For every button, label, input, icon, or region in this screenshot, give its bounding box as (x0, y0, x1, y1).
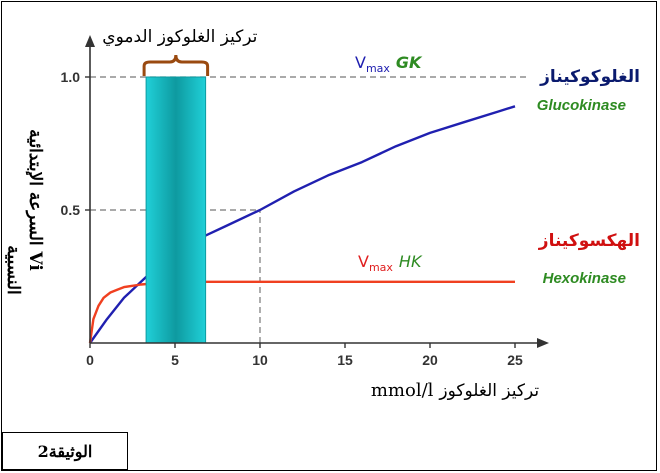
x-axis-label: mmol/l تركيز الغلوكوز (371, 380, 540, 401)
x-axis-unit: mmol/l (371, 380, 434, 401)
y-axis-arrow (85, 35, 95, 47)
curves (88, 105, 516, 344)
y-tick-label-0.5: 0.5 (61, 202, 81, 218)
blood-glucose-label: تركيز الغلوكوز الدموي (102, 27, 257, 47)
x-axis-label-ar: تركيز الغلوكوز (438, 381, 539, 401)
blood-glucose-band-rect (145, 76, 207, 344)
gk-vmax-label: Vmax GK (355, 53, 423, 75)
hexokinase-curve (88, 280, 515, 344)
gk-vmax-name: GK (396, 53, 423, 72)
gk-arabic-name: الغلوكوكيناز (539, 67, 640, 87)
x-tick-label-20: 20 (422, 352, 438, 368)
tick-labels: 0 5 10 15 20 25 0.5 1.0 (61, 69, 523, 368)
axes (85, 35, 549, 348)
hk-arabic-name: الهكسوكيناز (538, 231, 640, 251)
hk-vmax-label: Vmax HK (358, 252, 423, 274)
gk-english-name: Glucokinase (537, 97, 626, 114)
x-tick-label-15: 15 (337, 352, 353, 368)
x-tick-label-0: 0 (86, 352, 94, 368)
gk-vmax-sub: max (366, 62, 390, 75)
y-axis-label: السرعة الإبتدائية Vi النسبية (3, 129, 45, 295)
gk-vmax-v: V (355, 53, 366, 72)
hk-english-name: Hexokinase (543, 270, 626, 287)
hk-vmax-v: V (358, 252, 369, 271)
x-tick-label-25: 25 (507, 352, 523, 368)
x-tick-label-10: 10 (252, 352, 268, 368)
blood-glucose-band (145, 76, 207, 344)
document-label: الوثيقة2 (2, 432, 128, 470)
y-axis-label-line1: السرعة الإبتدائية Vi (25, 129, 45, 271)
hk-vmax-name: HK (399, 252, 423, 271)
blood-glucose-bracket (142, 54, 210, 76)
x-axis-arrow (537, 338, 549, 348)
hk-vmax-sub: max (369, 261, 393, 274)
y-axis-label-line2: النسبية (3, 245, 23, 295)
y-tick-label-1.0: 1.0 (61, 69, 81, 85)
x-tick-label-5: 5 (171, 352, 179, 368)
